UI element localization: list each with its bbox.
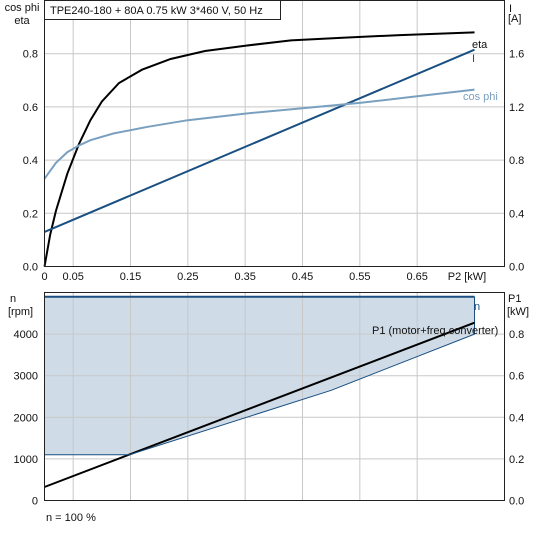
top-left-tick-label: 0.0 bbox=[23, 262, 38, 274]
bottom-left-tick-label: 3000 bbox=[14, 371, 38, 383]
chart-title: TPE240-180 + 80A 0.75 kW 3*460 V, 50 Hz bbox=[50, 5, 263, 17]
curve-cos-phi bbox=[43, 88, 475, 180]
top-left-tick-label: 0.8 bbox=[23, 49, 38, 61]
top-x-tick-label: 0.65 bbox=[406, 271, 427, 283]
left-axis-label-cosphi: cos phi bbox=[5, 2, 40, 14]
top-right-tick-label: 0.8 bbox=[509, 155, 524, 167]
left-axis-label-rpm: [rpm] bbox=[8, 306, 33, 318]
right-axis-label-p1: P1 bbox=[508, 293, 521, 305]
bottom-right-tick-label: 0.6 bbox=[509, 371, 524, 383]
top-x-tick-label: 0.25 bbox=[177, 271, 198, 283]
top-right-tick-label: 1.6 bbox=[509, 49, 524, 61]
top-right-tick-label: 0.4 bbox=[509, 208, 524, 220]
curve-eta bbox=[43, 31, 475, 267]
bottom-right-tick-label: 0.4 bbox=[509, 412, 524, 424]
top-x-tick-label: 0.45 bbox=[292, 271, 313, 283]
top-x-tick-label: 0.35 bbox=[234, 271, 255, 283]
right-axis-label-amps: [A] bbox=[508, 13, 521, 25]
top-x-axis-label: P2 [kW] bbox=[448, 271, 487, 283]
top-x-tick-label: 0 bbox=[41, 271, 47, 283]
bottom-right-tick-label: 0.8 bbox=[509, 329, 524, 341]
left-axis-label-n: n bbox=[10, 293, 16, 305]
bottom-right-tick-label: 0.2 bbox=[509, 454, 524, 466]
series-label-cos-phi: cos phi bbox=[463, 91, 498, 103]
curve-p1 bbox=[44, 321, 475, 488]
top-left-tick-label: 0.6 bbox=[23, 102, 38, 114]
top-left-tick-label: 0.4 bbox=[23, 155, 38, 167]
top-x-tick-label: 0.05 bbox=[62, 271, 83, 283]
bottom-left-tick-label: 4000 bbox=[14, 329, 38, 341]
series-label-p1: P1 (motor+freq.converter) bbox=[372, 325, 498, 337]
series-label-I: I bbox=[472, 53, 475, 65]
left-axis-label-eta: eta bbox=[14, 15, 30, 27]
bottom-left-tick-label: 0 bbox=[32, 496, 38, 508]
top-x-tick-label: 0.15 bbox=[120, 271, 141, 283]
bottom-plot-frame bbox=[44, 292, 505, 501]
top-left-tick-label: 0.2 bbox=[23, 208, 38, 220]
curve-min-speed bbox=[44, 333, 475, 456]
series-label-n: n bbox=[474, 301, 480, 313]
top-right-tick-label: 0.0 bbox=[509, 262, 524, 274]
footnote-speed: n = 100 % bbox=[46, 512, 96, 524]
bottom-left-tick-label: 2000 bbox=[14, 412, 38, 424]
bottom-chart-panel: 0 1000 2000 3000 4000 0.0 0.2 0.4 0.6 0.8 n [rpm]… bbox=[8, 292, 529, 524]
top-chart-panel: TPE240-180 + 80A 0.75 kW 3*460 V, 50 Hz … bbox=[5, 0, 524, 283]
curve-I bbox=[44, 48, 475, 233]
right-axis-label-current: I bbox=[509, 3, 512, 15]
series-label-eta: eta bbox=[472, 39, 488, 51]
bottom-left-tick-label: 1000 bbox=[14, 454, 38, 466]
title-box bbox=[44, 0, 281, 20]
right-axis-label-kw: [kW] bbox=[507, 306, 529, 318]
bottom-right-tick-label: 0.0 bbox=[509, 496, 524, 508]
top-x-tick-label: 0.55 bbox=[349, 271, 370, 283]
top-right-tick-label: 1.2 bbox=[509, 102, 524, 114]
